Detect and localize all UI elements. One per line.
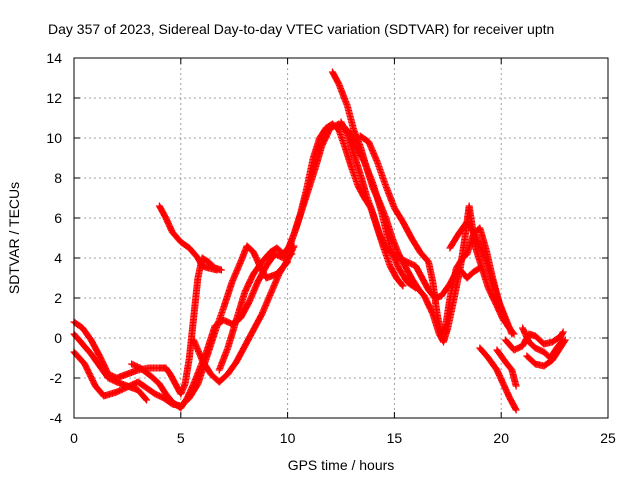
data-point <box>512 382 520 390</box>
y-tick-label: -4 <box>50 410 63 426</box>
y-tick-label: 2 <box>54 290 62 306</box>
series-sat-m <box>446 218 516 338</box>
x-tick-label: 15 <box>387 430 403 446</box>
data-point <box>511 405 519 413</box>
data-point <box>398 281 406 289</box>
data-point <box>508 330 516 338</box>
data-point <box>558 329 566 337</box>
y-tick-label: 4 <box>54 250 62 266</box>
series-sat-j <box>337 118 484 302</box>
data-point <box>560 337 568 345</box>
series-sat-o <box>493 346 520 390</box>
series-sat-i <box>328 68 422 292</box>
series-sat-c <box>70 330 151 404</box>
series-sat-n <box>476 344 520 414</box>
x-tick-label: 25 <box>600 430 616 446</box>
series-sat-p <box>501 328 567 354</box>
data-point <box>399 282 407 290</box>
data-point <box>512 406 520 414</box>
data-point <box>143 396 151 404</box>
data-point <box>142 395 150 403</box>
y-tick-label: 6 <box>54 210 62 226</box>
plot-frame <box>73 57 609 419</box>
data-points <box>70 68 569 414</box>
series-sat-d <box>155 202 221 274</box>
x-tick-label: 10 <box>280 430 296 446</box>
y-tick-label: -2 <box>50 370 63 386</box>
y-tick-label: 12 <box>46 90 62 106</box>
axis-ticks: 0 5 10 15 20 25 -4 -2 0 2 4 6 8 10 12 14 <box>46 50 616 446</box>
data-point <box>561 336 569 344</box>
x-tick-label: 0 <box>70 430 78 446</box>
x-axis-label: GPS time / hours <box>288 457 395 473</box>
chart-title: Day 357 of 2023, Sidereal Day-to-day VTE… <box>48 21 554 37</box>
data-point <box>559 328 567 336</box>
y-tick-label: 10 <box>46 130 62 146</box>
x-tick-label: 5 <box>177 430 185 446</box>
x-tick-label: 20 <box>493 430 509 446</box>
y-tick-label: 14 <box>46 50 62 66</box>
y-tick-label: 0 <box>54 330 62 346</box>
y-tick-label: 8 <box>54 170 62 186</box>
grid <box>74 58 608 418</box>
series-sat-f <box>190 242 298 386</box>
series-sat-r <box>523 336 569 370</box>
series-sat-h <box>284 120 407 290</box>
y-axis-label: SDTVAR / TECUs <box>6 182 22 294</box>
data-point <box>213 266 221 274</box>
